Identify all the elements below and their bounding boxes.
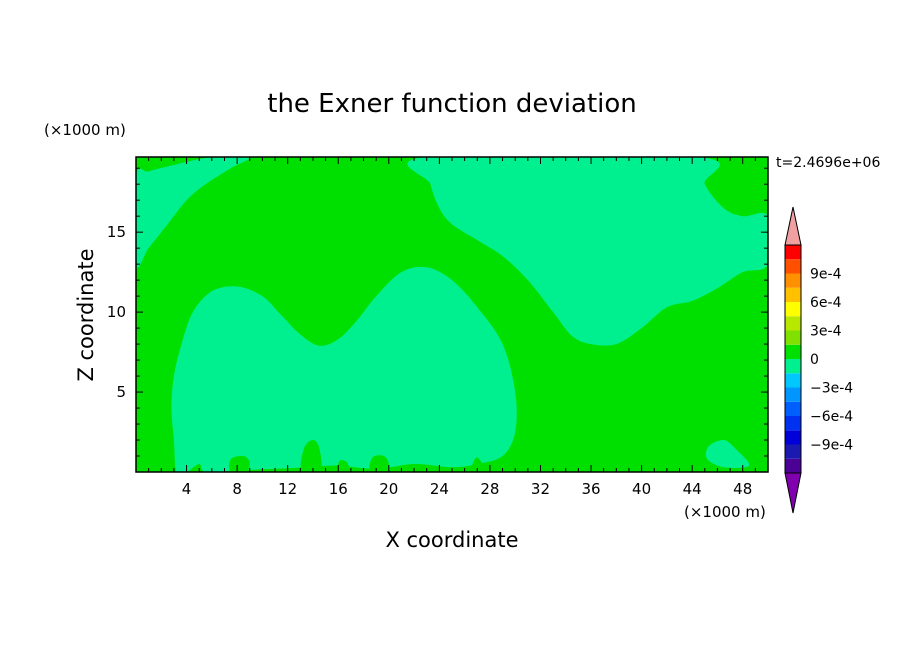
colorbar-swatch: [785, 401, 801, 416]
colorbar-tick-label: −9e-4: [810, 438, 853, 454]
x-tick-label: 44: [683, 480, 702, 498]
x-tick-label: 36: [581, 480, 600, 498]
colorbar-under-arrow: [784, 472, 802, 514]
colorbar-swatch: [785, 302, 801, 317]
colorbar-swatch: [785, 259, 801, 274]
colorbar-swatch: [785, 330, 801, 345]
time-label: t=2.4696e+06: [776, 155, 880, 171]
x-tick-label: 4: [182, 480, 192, 498]
colorbar-swatch: [785, 287, 801, 302]
x-tick-label: 40: [632, 480, 651, 498]
y-tick-label: 10: [107, 303, 126, 321]
colorbar-swatch: [785, 373, 801, 388]
contour-region-positive-2-0: [300, 440, 322, 472]
colorbar-swatch: [785, 416, 801, 431]
colorbar-tick-label: 3e-4: [810, 324, 842, 340]
colorbar-swatch: [785, 316, 801, 331]
colorbar-swatch: [785, 387, 801, 402]
contour-region-positive-2-2: [369, 455, 389, 472]
x-tick-label: 32: [531, 480, 550, 498]
y-tick-label: 15: [107, 223, 126, 241]
contour-region-negative-1-3: [705, 439, 750, 468]
contour-fill-layer: [136, 157, 768, 472]
colorbar-tick-label: 0: [810, 352, 819, 368]
colorbar: 9e-4 6e-4 3e-4 0 −3e-4 −6e-4 −9e-4: [784, 206, 853, 514]
y-unit-label: (×1000 m): [44, 121, 126, 139]
colorbar-swatch: [785, 273, 801, 288]
y-tick-label: 5: [116, 383, 126, 401]
x-tick-label: 16: [329, 480, 348, 498]
colorbar-frame: [784, 244, 802, 474]
contour-region-positive-2-1: [229, 455, 250, 472]
contour-region-positive-2-4: [470, 457, 483, 472]
contour-region-negative-1-2: [171, 266, 517, 472]
y-axis-ticks: 5 10 15: [107, 167, 768, 457]
colorbar-tick-label: 6e-4: [810, 295, 842, 311]
x-tick-label: 20: [379, 480, 398, 498]
x-tick-label: 48: [733, 480, 752, 498]
contour-region-negative-1-0: [136, 157, 251, 268]
x-axis-ticks: 4 8 12 16 20 24 28 32 36 40 44 48: [148, 157, 756, 498]
chart-title: the Exner function deviation: [267, 89, 637, 119]
colorbar-swatch: [785, 245, 801, 260]
contour-region-positive-2-3: [337, 460, 349, 472]
x-tick-label: 8: [232, 480, 242, 498]
colorbar-swatch: [785, 430, 801, 445]
x-unit-label: (×1000 m): [684, 503, 766, 521]
x-tick-label: 12: [278, 480, 297, 498]
colorbar-tick-label: −3e-4: [810, 381, 853, 397]
contour-region-negative-1-1: [407, 157, 768, 346]
colorbar-swatch: [785, 458, 801, 473]
colorbar-tick-label: 9e-4: [810, 267, 842, 283]
x-tick-label: 24: [430, 480, 449, 498]
colorbar-over-arrow: [784, 206, 802, 246]
x-axis-label: X coordinate: [385, 528, 518, 552]
x-tick-label: 28: [480, 480, 499, 498]
colorbar-swatch: [785, 444, 801, 459]
colorbar-swatch: [785, 359, 801, 374]
y-axis-label: Z coordinate: [74, 248, 98, 381]
colorbar-swatch: [785, 344, 801, 359]
colorbar-tick-label: −6e-4: [810, 409, 853, 425]
